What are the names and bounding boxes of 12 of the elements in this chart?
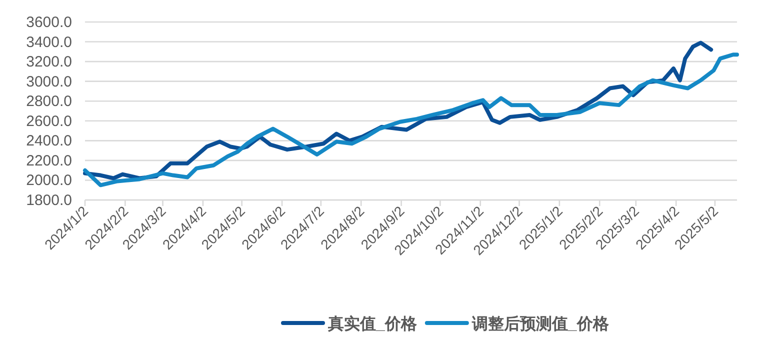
legend-label: 真实值_价格: [327, 315, 418, 333]
y-tick-label: 2800.0: [26, 93, 72, 110]
y-tick-label: 1800.0: [26, 192, 72, 209]
y-tick-label: 2200.0: [26, 152, 72, 170]
y-tick-label: 3600.0: [26, 14, 72, 31]
y-tick-label: 3200.0: [26, 54, 72, 71]
y-tick-label: 2400.0: [26, 132, 72, 150]
y-tick-label: 2000.0: [26, 172, 72, 190]
y-tick-label: 3400.0: [26, 34, 72, 51]
y-tick-label: 2600.0: [26, 112, 72, 130]
y-tick-label: 3000.0: [26, 73, 72, 90]
legend-label: 调整后预测值_价格: [470, 315, 610, 333]
